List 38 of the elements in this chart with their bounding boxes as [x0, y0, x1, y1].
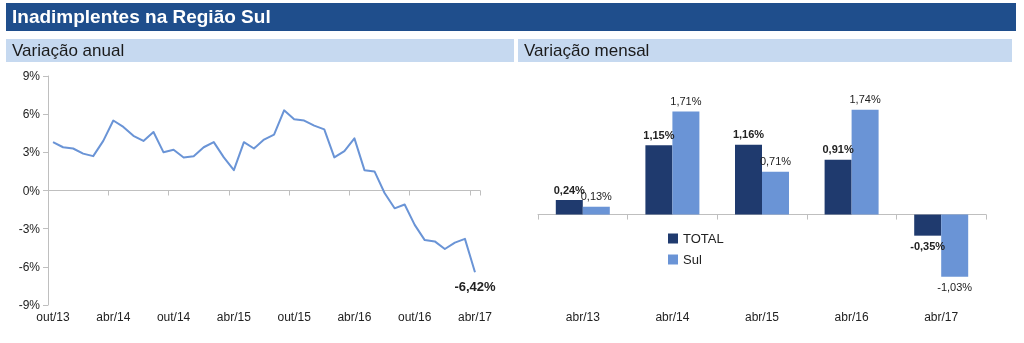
x-tick-label: out/16 — [398, 310, 432, 324]
x-tick-label: abr/16 — [834, 310, 869, 324]
chart-subtitle: Variação anual — [6, 39, 514, 62]
x-tick-label: out/14 — [156, 310, 191, 324]
x-tick-label: abr/17 — [457, 310, 493, 324]
bar — [762, 171, 789, 215]
legend-label: TOTAL — [683, 231, 724, 246]
x-tick-label: out/13 — [36, 310, 71, 324]
x-tick-label: abr/13 — [565, 310, 601, 324]
data-label: 1,16% — [732, 128, 765, 141]
data-label: -1,03% — [937, 281, 973, 294]
chart-title: Inadimplentes na Região Sul — [6, 3, 1016, 31]
bar — [914, 214, 942, 236]
y-tick-label: 6% — [22, 107, 41, 122]
y-tick-label: 9% — [22, 69, 41, 83]
y-tick-label: 0% — [22, 183, 41, 198]
x-tick-label: out/15 — [277, 310, 312, 324]
bar — [645, 145, 673, 215]
data-label: 1,71% — [670, 94, 702, 107]
x-tick-label: abr/14 — [96, 310, 131, 324]
y-tick-label: -9% — [18, 298, 41, 312]
data-label: -6,42% — [454, 279, 497, 295]
bar — [555, 200, 583, 215]
bar — [824, 159, 852, 215]
x-tick-label: abr/15 — [216, 310, 252, 324]
bar — [582, 206, 610, 215]
y-tick-label: 3% — [22, 145, 41, 160]
chart-subtitle: Variação mensal — [518, 39, 1012, 62]
data-label: 1,74% — [849, 93, 881, 106]
x-tick-label: abr/16 — [337, 310, 372, 324]
bar — [735, 144, 762, 215]
x-tick-label: abr/17 — [924, 310, 959, 324]
line-series — [52, 109, 476, 274]
legend-label: Sul — [683, 252, 702, 267]
y-tick-label: -6% — [18, 259, 41, 274]
x-tick-label: abr/15 — [744, 310, 780, 324]
x-tick-label: abr/14 — [655, 310, 690, 324]
y-tick-label: -3% — [18, 221, 41, 236]
